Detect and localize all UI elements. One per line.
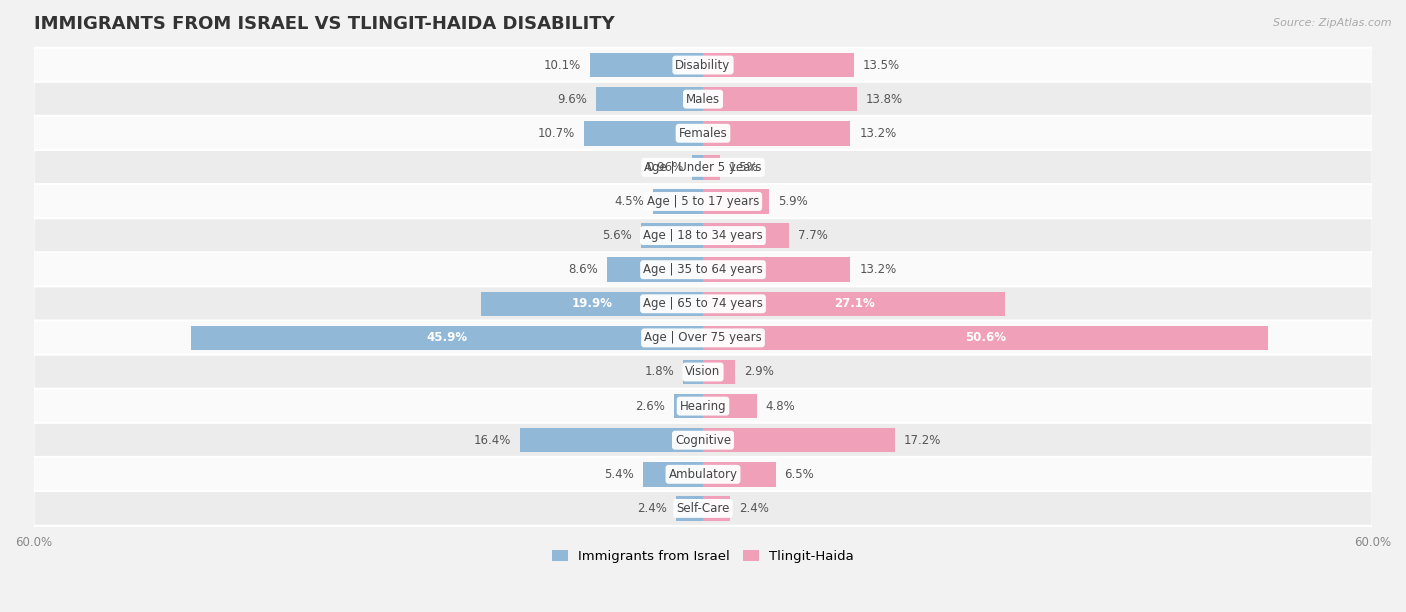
- Text: Disability: Disability: [675, 59, 731, 72]
- Bar: [673, 394, 703, 419]
- Bar: [641, 223, 703, 248]
- FancyBboxPatch shape: [34, 423, 1372, 458]
- Bar: [703, 223, 789, 248]
- Text: Females: Females: [679, 127, 727, 140]
- FancyBboxPatch shape: [34, 457, 1372, 491]
- FancyBboxPatch shape: [34, 286, 1372, 321]
- Text: 13.5%: 13.5%: [862, 59, 900, 72]
- Bar: [703, 428, 894, 452]
- Bar: [583, 121, 703, 146]
- Bar: [703, 155, 720, 180]
- Text: Age | 65 to 74 years: Age | 65 to 74 years: [643, 297, 763, 310]
- Text: 2.6%: 2.6%: [636, 400, 665, 412]
- Text: Ambulatory: Ambulatory: [668, 468, 738, 481]
- FancyBboxPatch shape: [34, 218, 1372, 253]
- Text: 13.8%: 13.8%: [866, 92, 903, 106]
- Text: 16.4%: 16.4%: [474, 434, 512, 447]
- Bar: [676, 496, 703, 521]
- Text: 10.1%: 10.1%: [544, 59, 582, 72]
- Text: Vision: Vision: [685, 365, 721, 378]
- Text: 6.5%: 6.5%: [785, 468, 814, 481]
- Text: 1.5%: 1.5%: [728, 161, 758, 174]
- Text: 8.6%: 8.6%: [568, 263, 598, 276]
- Text: Age | 5 to 17 years: Age | 5 to 17 years: [647, 195, 759, 208]
- Text: 5.6%: 5.6%: [602, 229, 631, 242]
- Text: Source: ZipAtlas.com: Source: ZipAtlas.com: [1274, 18, 1392, 28]
- FancyBboxPatch shape: [34, 184, 1372, 219]
- Bar: [683, 360, 703, 384]
- Text: 0.96%: 0.96%: [647, 161, 683, 174]
- FancyBboxPatch shape: [34, 116, 1372, 151]
- Bar: [596, 87, 703, 111]
- Text: 5.4%: 5.4%: [605, 468, 634, 481]
- Bar: [643, 462, 703, 487]
- Text: 50.6%: 50.6%: [965, 331, 1005, 345]
- FancyBboxPatch shape: [34, 150, 1372, 185]
- FancyBboxPatch shape: [34, 491, 1372, 526]
- Bar: [703, 87, 858, 111]
- Bar: [703, 360, 735, 384]
- Bar: [703, 258, 851, 282]
- Text: 27.1%: 27.1%: [834, 297, 875, 310]
- Text: 1.8%: 1.8%: [644, 365, 673, 378]
- Bar: [703, 394, 756, 419]
- Text: IMMIGRANTS FROM ISRAEL VS TLINGIT-HAIDA DISABILITY: IMMIGRANTS FROM ISRAEL VS TLINGIT-HAIDA …: [34, 15, 614, 33]
- Bar: [692, 155, 703, 180]
- Legend: Immigrants from Israel, Tlingit-Haida: Immigrants from Israel, Tlingit-Haida: [547, 544, 859, 568]
- Text: 7.7%: 7.7%: [797, 229, 828, 242]
- Bar: [652, 189, 703, 214]
- Bar: [703, 462, 776, 487]
- Text: Cognitive: Cognitive: [675, 434, 731, 447]
- FancyBboxPatch shape: [34, 252, 1372, 287]
- Text: 4.8%: 4.8%: [765, 400, 796, 412]
- Bar: [481, 291, 703, 316]
- Text: Self-Care: Self-Care: [676, 502, 730, 515]
- Bar: [520, 428, 703, 452]
- Bar: [703, 291, 1005, 316]
- Text: Age | 35 to 64 years: Age | 35 to 64 years: [643, 263, 763, 276]
- Text: 10.7%: 10.7%: [537, 127, 575, 140]
- Bar: [607, 258, 703, 282]
- Text: 2.4%: 2.4%: [637, 502, 668, 515]
- Bar: [703, 496, 730, 521]
- FancyBboxPatch shape: [34, 48, 1372, 83]
- Bar: [191, 326, 703, 350]
- FancyBboxPatch shape: [34, 82, 1372, 116]
- FancyBboxPatch shape: [34, 321, 1372, 356]
- Text: 17.2%: 17.2%: [904, 434, 941, 447]
- Text: 13.2%: 13.2%: [859, 127, 897, 140]
- Bar: [703, 53, 853, 77]
- Text: Age | 18 to 34 years: Age | 18 to 34 years: [643, 229, 763, 242]
- Text: 19.9%: 19.9%: [571, 297, 613, 310]
- Text: Age | Under 5 years: Age | Under 5 years: [644, 161, 762, 174]
- Text: 9.6%: 9.6%: [557, 92, 586, 106]
- Text: Males: Males: [686, 92, 720, 106]
- Text: 5.9%: 5.9%: [778, 195, 807, 208]
- Text: Age | Over 75 years: Age | Over 75 years: [644, 331, 762, 345]
- Text: 2.9%: 2.9%: [744, 365, 775, 378]
- Bar: [591, 53, 703, 77]
- Bar: [703, 326, 1268, 350]
- Text: Hearing: Hearing: [679, 400, 727, 412]
- Text: 2.4%: 2.4%: [738, 502, 769, 515]
- Text: 45.9%: 45.9%: [426, 331, 468, 345]
- Text: 13.2%: 13.2%: [859, 263, 897, 276]
- Bar: [703, 121, 851, 146]
- Text: 4.5%: 4.5%: [614, 195, 644, 208]
- FancyBboxPatch shape: [34, 389, 1372, 424]
- FancyBboxPatch shape: [34, 354, 1372, 389]
- Bar: [703, 189, 769, 214]
